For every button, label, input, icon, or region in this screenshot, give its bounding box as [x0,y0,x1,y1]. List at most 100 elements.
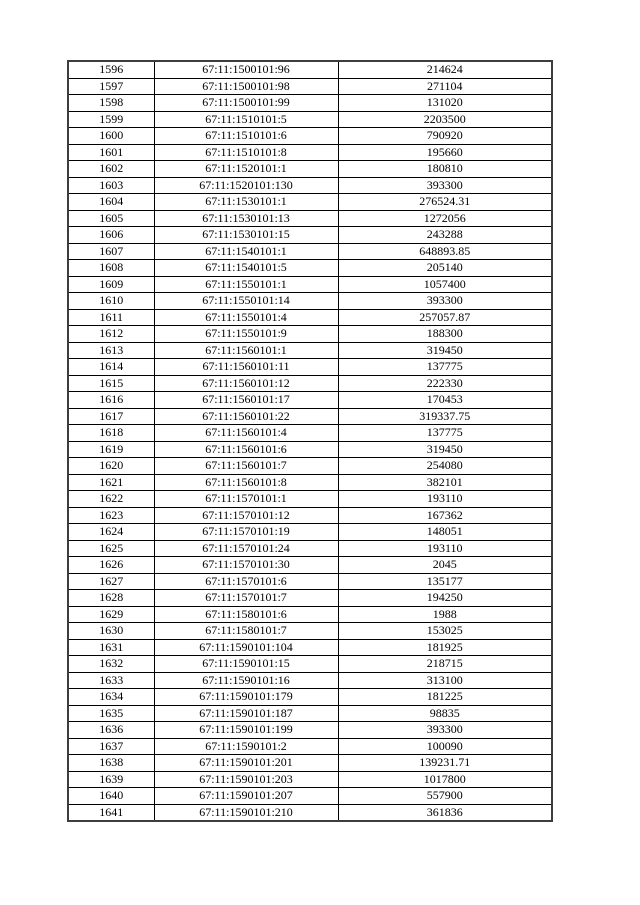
cadastral-number-cell: 67:11:1500101:99 [153,94,339,112]
cadastral-number-cell: 67:11:1570101:24 [153,539,339,557]
cadastral-number-cell: 67:11:1590101:187 [153,704,339,722]
table-row: 1601 67:11:1510101:8 195660 [67,143,553,161]
cadastral-number-cell: 67:11:1530101:1 [153,193,339,211]
cadastral-number-cell: 67:11:1550101:9 [153,325,339,343]
row-index-cell: 1631 [67,638,155,656]
value-cell: 393300 [337,292,553,310]
value-cell: 257057.87 [337,308,553,326]
table-row: 1628 67:11:1570101:7 194250 [67,589,553,607]
table-row: 1608 67:11:1540101:5 205140 [67,259,553,277]
cadastral-number-cell: 67:11:1580101:7 [153,622,339,640]
cadastral-number-cell: 67:11:1570101:12 [153,506,339,524]
row-index-cell: 1596 [67,60,155,79]
value-cell: 195660 [337,143,553,161]
table-row: 1605 67:11:1530101:13 1272056 [67,209,553,227]
cadastral-number-cell: 67:11:1500101:96 [153,60,339,79]
table-row: 1640 67:11:1590101:207 557900 [67,787,553,805]
value-cell: 170453 [337,391,553,409]
table-row: 1637 67:11:1590101:2 100090 [67,737,553,755]
value-cell: 194250 [337,589,553,607]
row-index-cell: 1607 [67,242,155,260]
value-cell: 214624 [337,60,553,79]
cadastral-number-cell: 67:11:1590101:210 [153,803,339,822]
value-cell: 2203500 [337,110,553,128]
row-index-cell: 1623 [67,506,155,524]
table-row: 1610 67:11:1550101:14 393300 [67,292,553,310]
cadastral-number-cell: 67:11:1560101:7 [153,457,339,475]
table-row: 1623 67:11:1570101:12 167362 [67,506,553,524]
value-cell: 254080 [337,457,553,475]
cadastral-number-cell: 67:11:1510101:8 [153,143,339,161]
row-index-cell: 1600 [67,127,155,145]
value-cell: 137775 [337,358,553,376]
table-row: 1625 67:11:1570101:24 193110 [67,539,553,557]
row-index-cell: 1630 [67,622,155,640]
table-row: 1617 67:11:1560101:22 319337.75 [67,407,553,425]
cadastral-number-cell: 67:11:1590101:15 [153,655,339,673]
value-cell: 790920 [337,127,553,145]
row-index-cell: 1624 [67,523,155,541]
value-cell: 319450 [337,341,553,359]
row-index-cell: 1626 [67,556,155,574]
cadastral-number-cell: 67:11:1550101:14 [153,292,339,310]
row-index-cell: 1601 [67,143,155,161]
row-index-cell: 1634 [67,688,155,706]
value-cell: 167362 [337,506,553,524]
table-row: 1630 67:11:1580101:7 153025 [67,622,553,640]
row-index-cell: 1610 [67,292,155,310]
table-row: 1597 67:11:1500101:98 271104 [67,77,553,95]
cadastral-number-cell: 67:11:1570101:19 [153,523,339,541]
cadastral-number-cell: 67:11:1500101:98 [153,77,339,95]
table-row: 1636 67:11:1590101:199 393300 [67,721,553,739]
value-cell: 271104 [337,77,553,95]
value-cell: 361836 [337,803,553,822]
value-cell: 319337.75 [337,407,553,425]
value-cell: 557900 [337,787,553,805]
value-cell: 148051 [337,523,553,541]
value-cell: 131020 [337,94,553,112]
row-index-cell: 1611 [67,308,155,326]
row-index-cell: 1606 [67,226,155,244]
row-index-cell: 1603 [67,176,155,194]
table-row: 1616 67:11:1560101:17 170453 [67,391,553,409]
cadastral-number-cell: 67:11:1570101:1 [153,490,339,508]
table-row: 1619 67:11:1560101:6 319450 [67,440,553,458]
cadastral-number-cell: 67:11:1520101:1 [153,160,339,178]
cadastral-number-cell: 67:11:1590101:201 [153,754,339,772]
table-row: 1633 67:11:1590101:16 313100 [67,671,553,689]
cadastral-number-cell: 67:11:1560101:6 [153,440,339,458]
row-index-cell: 1605 [67,209,155,227]
cadastral-number-cell: 67:11:1590101:199 [153,721,339,739]
value-cell: 222330 [337,374,553,392]
value-cell: 313100 [337,671,553,689]
table-body: 1596 67:11:1500101:96 214624 1597 67:11:1500… [67,60,553,822]
row-index-cell: 1598 [67,94,155,112]
cadastral-number-cell: 67:11:1590101:207 [153,787,339,805]
row-index-cell: 1632 [67,655,155,673]
data-table: 1596 67:11:1500101:96 214624 1597 67:11:1500… [67,60,553,822]
row-index-cell: 1622 [67,490,155,508]
cadastral-number-cell: 67:11:1550101:4 [153,308,339,326]
table-row: 1635 67:11:1590101:187 98835 [67,704,553,722]
row-index-cell: 1627 [67,572,155,590]
row-index-cell: 1618 [67,424,155,442]
cadastral-number-cell: 67:11:1560101:11 [153,358,339,376]
cadastral-number-cell: 67:11:1510101:5 [153,110,339,128]
table-row: 1639 67:11:1590101:203 1017800 [67,770,553,788]
row-index-cell: 1641 [67,803,155,822]
cadastral-number-cell: 67:11:1530101:13 [153,209,339,227]
cadastral-number-cell: 67:11:1560101:12 [153,374,339,392]
value-cell: 243288 [337,226,553,244]
value-cell: 393300 [337,176,553,194]
table-row: 1600 67:11:1510101:6 790920 [67,127,553,145]
cadastral-number-cell: 67:11:1570101:6 [153,572,339,590]
table-row: 1632 67:11:1590101:15 218715 [67,655,553,673]
value-cell: 139231.71 [337,754,553,772]
row-index-cell: 1629 [67,605,155,623]
table-row: 1612 67:11:1550101:9 188300 [67,325,553,343]
table-row: 1631 67:11:1590101:104 181925 [67,638,553,656]
row-index-cell: 1599 [67,110,155,128]
table-row: 1613 67:11:1560101:1 319450 [67,341,553,359]
value-cell: 1988 [337,605,553,623]
row-index-cell: 1620 [67,457,155,475]
